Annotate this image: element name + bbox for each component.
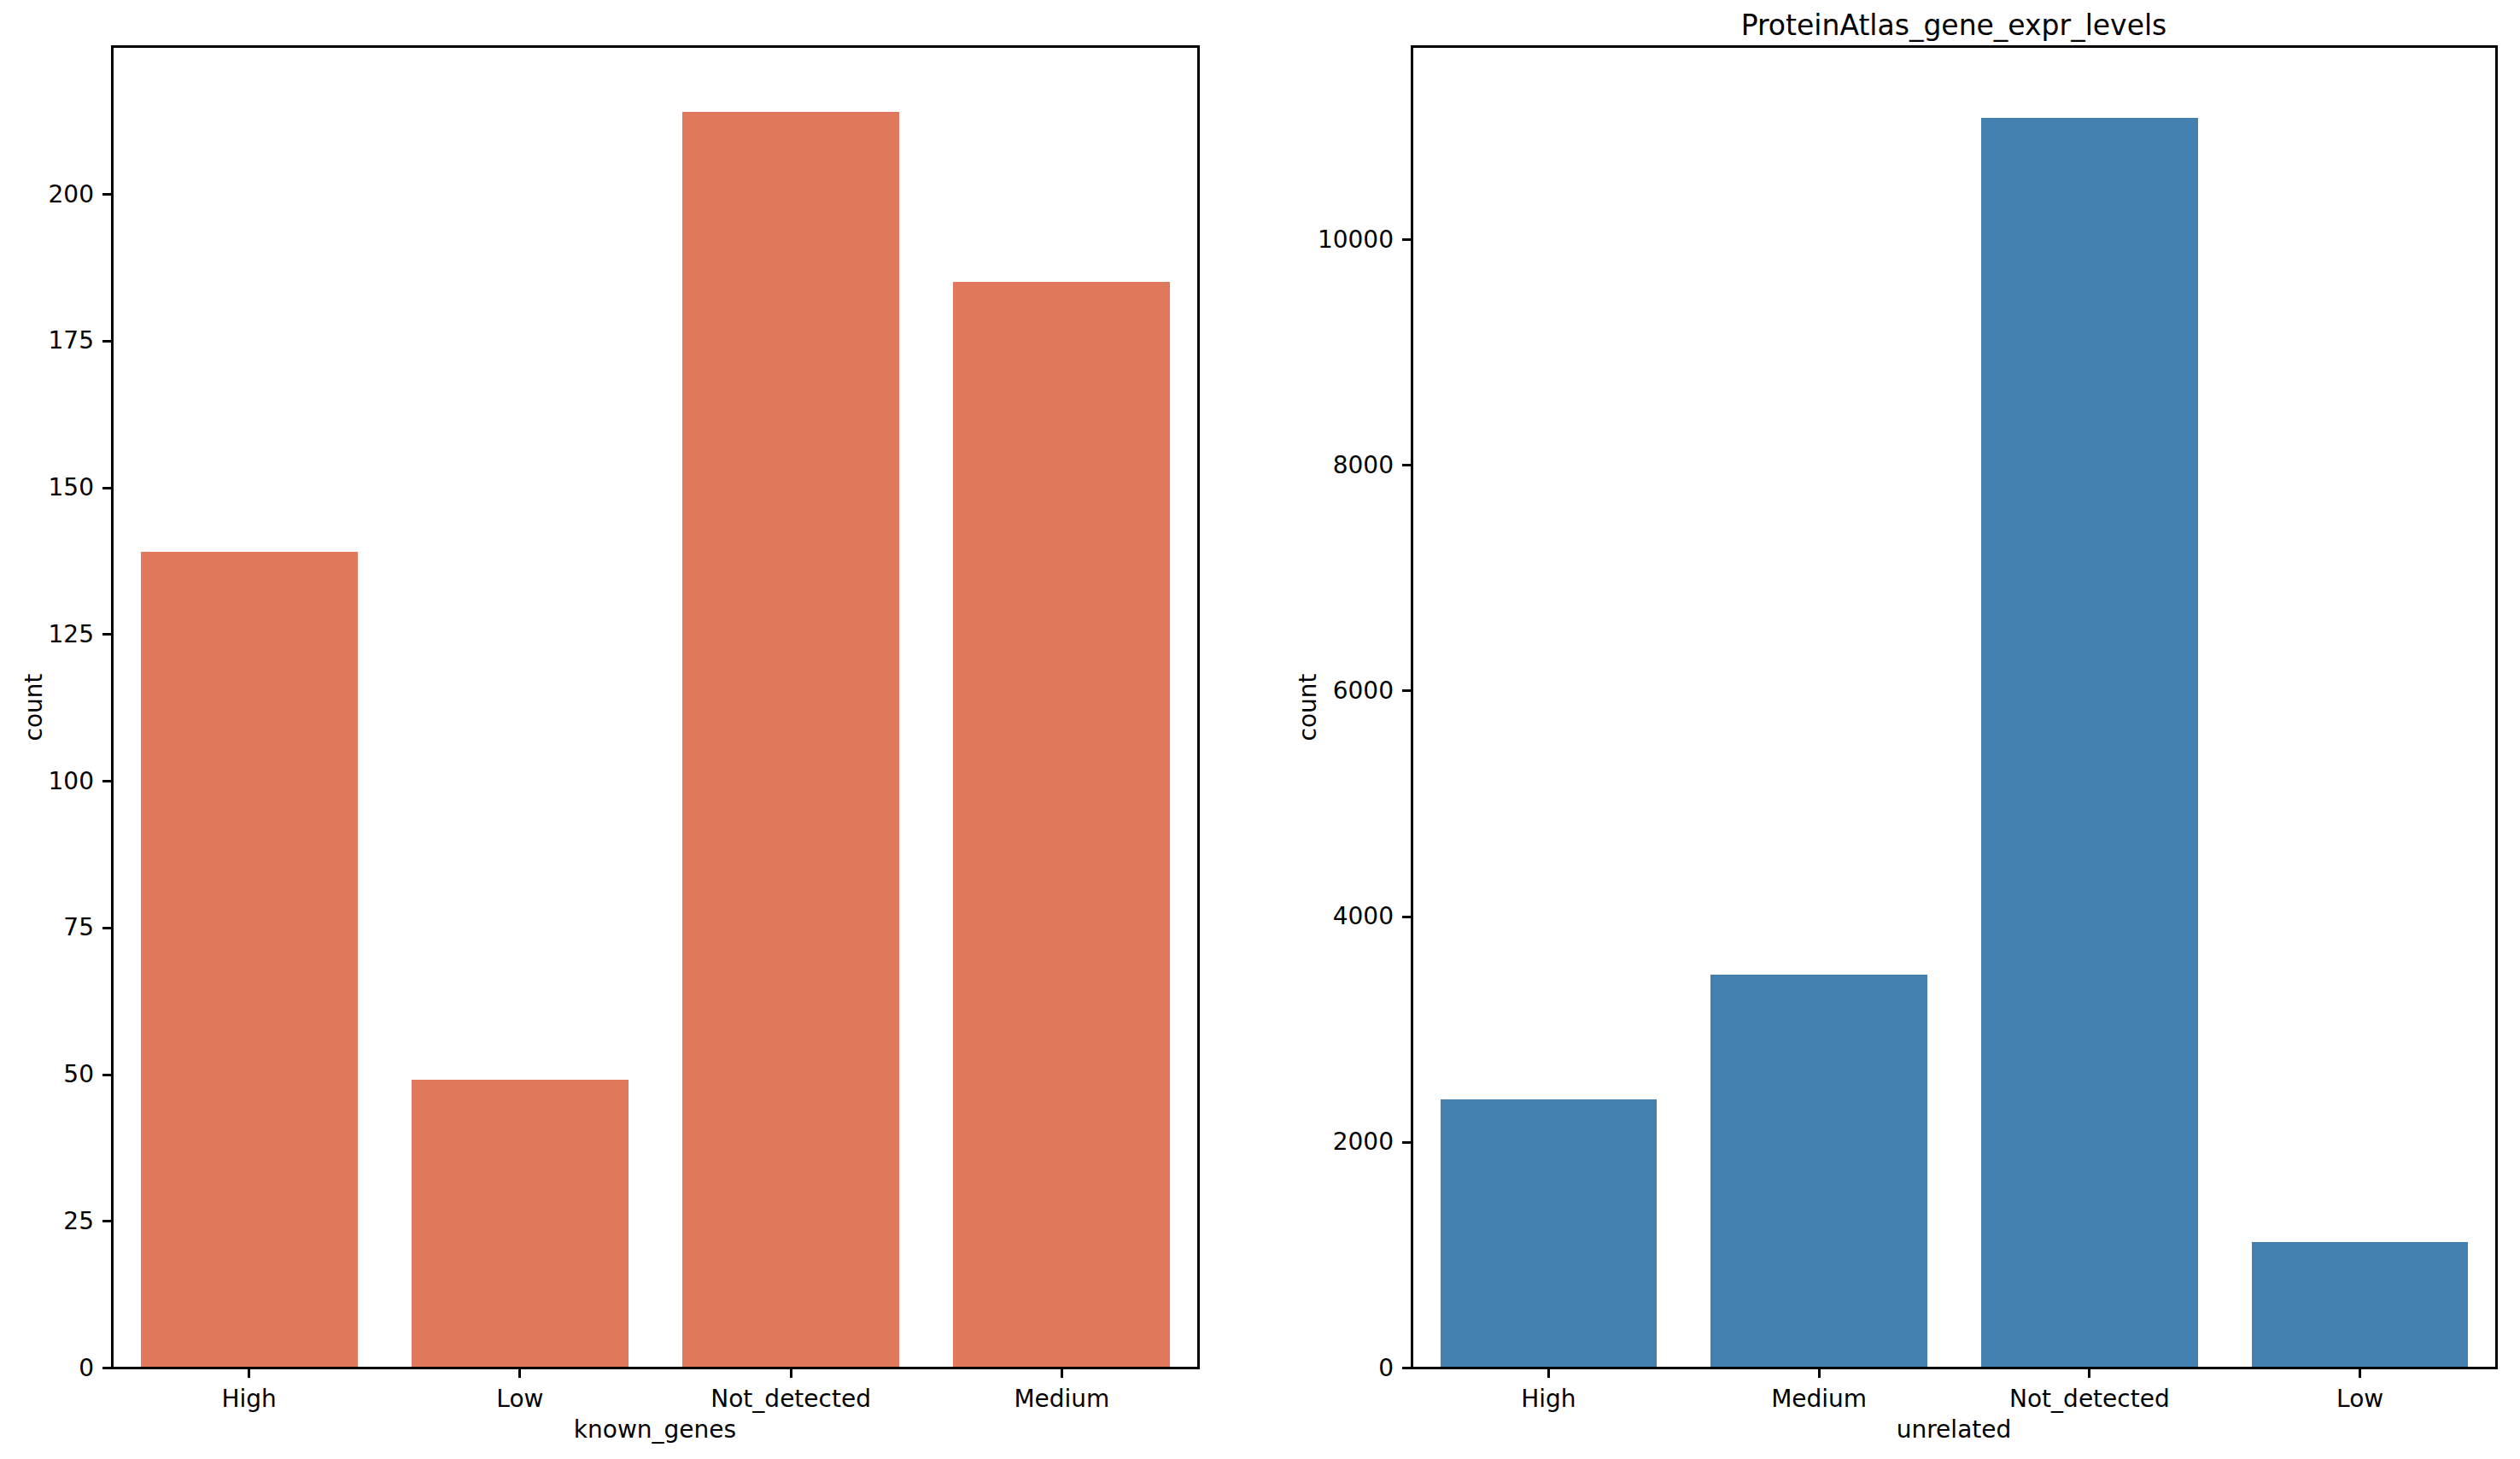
y-tick-mark bbox=[102, 487, 111, 489]
x-tick-mark bbox=[1547, 1369, 1550, 1378]
y-tick-label: 4000 bbox=[1206, 902, 1394, 931]
bar-High bbox=[141, 552, 358, 1367]
bar-Medium bbox=[1710, 975, 1927, 1367]
y-tick-mark bbox=[1402, 1141, 1411, 1144]
x-axis-label-left: known_genes bbox=[271, 1415, 1039, 1444]
x-tick-mark bbox=[2088, 1369, 2090, 1378]
x-tick-label-Low: Low bbox=[2190, 1385, 2520, 1414]
y-tick-label: 50 bbox=[0, 1060, 94, 1089]
bar-Not_detected bbox=[682, 112, 899, 1367]
y-tick-label: 0 bbox=[0, 1354, 94, 1383]
y-tick-mark bbox=[1402, 238, 1411, 241]
x-axis-label-right: unrelated bbox=[1570, 1415, 2338, 1444]
y-tick-label: 2000 bbox=[1206, 1128, 1394, 1157]
bar-Low bbox=[412, 1080, 629, 1367]
y-tick-mark bbox=[102, 780, 111, 782]
y-tick-label: 10000 bbox=[1206, 226, 1394, 255]
y-tick-label: 75 bbox=[0, 913, 94, 942]
y-tick-mark bbox=[102, 1074, 111, 1076]
left-axes bbox=[111, 45, 1200, 1369]
y-tick-label: 25 bbox=[0, 1207, 94, 1236]
y-tick-mark bbox=[102, 633, 111, 636]
y-tick-mark bbox=[1402, 464, 1411, 466]
x-tick-label-Medium: Medium bbox=[891, 1385, 1232, 1414]
right-axes bbox=[1411, 45, 2498, 1369]
y-tick-mark bbox=[1402, 1367, 1411, 1369]
y-tick-label: 175 bbox=[0, 326, 94, 355]
bar-Medium bbox=[953, 282, 1170, 1367]
y-tick-mark bbox=[102, 340, 111, 343]
y-tick-label: 200 bbox=[0, 180, 94, 209]
y-tick-label: 8000 bbox=[1206, 451, 1394, 480]
y-tick-label: 100 bbox=[0, 767, 94, 796]
bar-Not_detected bbox=[1981, 118, 2197, 1367]
y-tick-label: 0 bbox=[1206, 1354, 1394, 1383]
bar-High bbox=[1441, 1099, 1657, 1367]
y-axis-label-left: count bbox=[20, 674, 49, 741]
y-tick-label: 125 bbox=[0, 620, 94, 649]
y-tick-mark bbox=[102, 1367, 111, 1369]
x-tick-mark bbox=[790, 1369, 792, 1378]
y-tick-mark bbox=[1402, 689, 1411, 692]
y-tick-label: 6000 bbox=[1206, 677, 1394, 706]
x-tick-mark bbox=[2359, 1369, 2361, 1378]
bar-Low bbox=[2252, 1242, 2468, 1367]
y-tick-label: 150 bbox=[0, 473, 94, 502]
y-tick-mark bbox=[102, 193, 111, 196]
x-tick-mark bbox=[248, 1369, 250, 1378]
chart-title: ProteinAtlas_gene_expr_levels bbox=[1612, 9, 2295, 43]
x-tick-mark bbox=[1061, 1369, 1063, 1378]
x-tick-mark bbox=[518, 1369, 521, 1378]
y-tick-mark bbox=[102, 1220, 111, 1222]
x-tick-mark bbox=[1818, 1369, 1821, 1378]
y-tick-mark bbox=[102, 927, 111, 929]
y-tick-mark bbox=[1402, 916, 1411, 918]
figure: ProteinAtlas_gene_expr_levels known_gene… bbox=[0, 0, 2520, 1459]
